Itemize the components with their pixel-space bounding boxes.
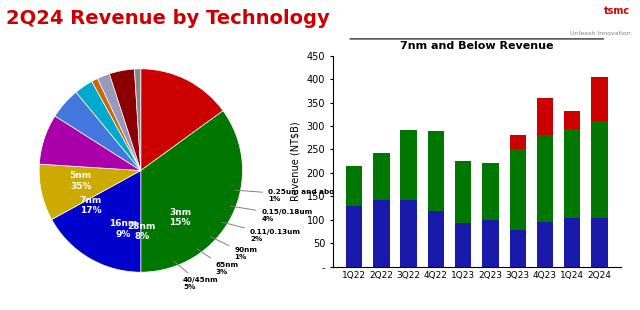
Y-axis label: Revenue (NT$B): Revenue (NT$B) [291,122,301,201]
Bar [401,130,417,200]
Bar [483,220,499,267]
Bar [591,122,608,218]
Wedge shape [134,69,141,171]
Wedge shape [109,69,141,170]
Bar [509,135,526,149]
Text: 16nm
9%: 16nm 9% [109,219,137,238]
Bar [346,206,362,267]
Bar [537,98,553,135]
Bar [509,149,526,230]
Bar [428,211,444,267]
Text: tsmc: tsmc [604,6,630,16]
Wedge shape [55,92,141,170]
Text: 28nm
8%: 28nm 8% [127,222,156,241]
Wedge shape [39,116,141,170]
Text: 90nm
1%: 90nm 1% [211,237,257,260]
Text: 2Q24 Revenue by Technology: 2Q24 Revenue by Technology [6,9,330,28]
Bar [401,200,417,267]
Bar [537,222,553,267]
Bar [346,166,362,206]
Bar [537,135,553,222]
Wedge shape [141,69,223,171]
Text: 3nm
15%: 3nm 15% [169,207,191,227]
Wedge shape [39,164,141,219]
Text: Unleash Innovation: Unleash Innovation [570,31,630,36]
Title: 7nm and Below Revenue: 7nm and Below Revenue [400,41,554,51]
Bar [509,230,526,267]
Text: 7nm
17%: 7nm 17% [80,196,102,215]
Bar [455,161,471,223]
Bar [455,223,471,267]
Bar [564,218,580,267]
Bar [428,131,444,211]
Text: 0.25um and above
1%: 0.25um and above 1% [235,189,344,202]
Bar [483,163,499,220]
Bar [564,129,580,218]
Wedge shape [97,74,141,170]
Bar [373,153,390,200]
Text: 0.11/0.13um
2%: 0.11/0.13um 2% [222,222,301,242]
Bar [564,111,580,129]
Text: 0.15/0.18um
4%: 0.15/0.18um 4% [230,206,313,222]
Bar [591,218,608,267]
Wedge shape [52,170,141,272]
Wedge shape [141,111,243,272]
Text: 5nm
35%: 5nm 35% [70,171,92,191]
Bar [591,77,608,122]
Text: 65nm
3%: 65nm 3% [196,249,239,275]
Wedge shape [92,78,141,170]
Bar [373,200,390,267]
Text: 40/45nm
5%: 40/45nm 5% [173,261,219,290]
Wedge shape [76,82,141,170]
